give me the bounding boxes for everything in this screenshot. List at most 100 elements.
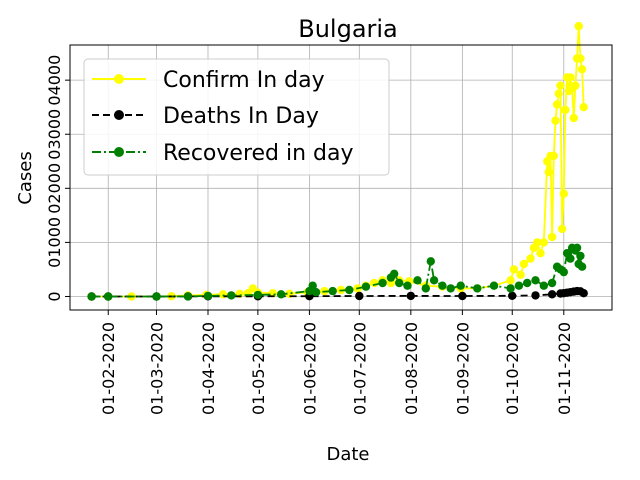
x-tick-label: 01-09-2020 (453, 322, 472, 415)
data-point-confirm-in-day (519, 259, 529, 269)
x-tick-label: 01-02-2020 (99, 322, 118, 415)
data-point-confirm-in-day (547, 232, 557, 242)
data-point-recovered-in-day (506, 284, 515, 293)
data-point-recovered-in-day (438, 281, 447, 290)
data-point-recovered-in-day (328, 286, 337, 296)
data-point-confirm-in-day (557, 224, 567, 234)
data-point-deaths-in-day (508, 291, 517, 300)
chart-title: Bulgaria (298, 15, 398, 43)
data-point-confirm-in-day (218, 290, 228, 299)
data-point-confirm-in-day (506, 276, 515, 285)
data-point-recovered-in-day (531, 276, 540, 285)
x-tick-label: 01-11-2020 (555, 322, 574, 415)
data-point-recovered-in-day (539, 281, 548, 290)
data-point-confirm-in-day (516, 270, 525, 279)
data-point-deaths-in-day (355, 291, 364, 301)
data-point-recovered-in-day (547, 278, 557, 288)
data-point-recovered-in-day (514, 281, 524, 290)
x-tick-label: 01-06-2020 (300, 322, 319, 415)
x-tick-label: 01-04-2020 (199, 322, 218, 415)
series-layer (87, 21, 588, 301)
legend-entry-confirm: Confirm In day (92, 68, 325, 93)
data-point-recovered-in-day (421, 284, 430, 293)
data-point-recovered-in-day (183, 292, 193, 301)
data-point-deaths-in-day (406, 291, 415, 301)
x-tick-label: 01-07-2020 (350, 322, 369, 415)
legend-entry-deaths: Deaths In Day (92, 104, 319, 129)
y-tick-label: 02000 (45, 163, 64, 214)
series-line-recovered-in-day (91, 245, 583, 298)
y-tick-label: 01000 (45, 217, 64, 268)
data-point-confirm-in-day (559, 189, 568, 198)
data-point-recovered-in-day (345, 285, 354, 295)
data-point-confirm-in-day (576, 54, 585, 63)
legend-box (83, 58, 390, 176)
data-point-recovered-in-day (227, 291, 236, 300)
data-point-recovered-in-day (559, 267, 568, 277)
data-point-recovered-in-day (566, 254, 575, 263)
data-point-recovered-in-day (576, 251, 585, 261)
x-axis-label: Date (326, 444, 369, 465)
data-point-confirm-in-day (551, 116, 560, 125)
data-point-confirm-in-day (579, 103, 588, 112)
data-point-confirm-in-day (539, 238, 548, 247)
data-point-confirm-in-day (561, 105, 570, 115)
data-point-deaths-in-day (458, 291, 467, 301)
data-point-confirm-in-day (544, 167, 553, 177)
data-point-recovered-in-day (203, 291, 213, 301)
x-tick-label: 01-05-2020 (249, 322, 268, 415)
y-axis-label: Cases (15, 151, 36, 204)
legend-marker-recovered (114, 147, 124, 157)
legend-entry-recovered: Recovered in day (92, 141, 354, 166)
data-point-confirm-in-day (370, 278, 379, 288)
data-point-recovered-in-day (152, 292, 161, 301)
data-point-recovered-in-day (308, 281, 317, 290)
y-tick-label: 04000 (45, 55, 64, 106)
data-point-confirm-in-day (509, 265, 519, 274)
data-point-confirm-in-day (552, 100, 562, 109)
data-point-confirm-in-day (566, 73, 575, 82)
data-point-recovered-in-day (429, 276, 439, 285)
data-point-recovered-in-day (577, 262, 587, 271)
data-point-deaths-in-day (531, 291, 540, 300)
legend-label-confirm: Confirm In day (163, 68, 325, 93)
plot-frame (69, 44, 613, 311)
data-point-recovered-in-day (104, 292, 113, 301)
data-point-recovered-in-day (446, 284, 455, 293)
y-tick-label: 03000 (45, 109, 64, 160)
data-point-deaths-in-day (579, 289, 588, 298)
legend-label-deaths: Deaths In Day (163, 104, 319, 129)
data-point-confirm-in-day (556, 81, 565, 90)
data-point-confirm-in-day (574, 21, 583, 31)
data-point-confirm-in-day (533, 238, 542, 247)
data-point-recovered-in-day (572, 243, 582, 252)
x-axis-ticks: 01-02-2020 01-03-2020 01-04-2020 01-05-2020… (99, 310, 574, 415)
data-point-deaths-in-day (547, 290, 557, 299)
y-axis-ticks: 0 01000 02000 03000 04000 (45, 55, 70, 302)
data-point-recovered-in-day (523, 278, 532, 288)
x-tick-label: 01-03-2020 (147, 322, 166, 415)
data-point-recovered-in-day (473, 284, 482, 293)
data-point-recovered-in-day (276, 290, 286, 299)
x-tick-label: 01-10-2020 (503, 322, 522, 415)
data-point-recovered-in-day (87, 292, 96, 301)
x-tick-label: 01-08-2020 (402, 322, 421, 415)
data-point-confirm-in-day (569, 113, 578, 123)
data-point-recovered-in-day (456, 281, 465, 290)
data-point-confirm-in-day (549, 151, 558, 161)
data-point-recovered-in-day (403, 281, 412, 290)
data-point-recovered-in-day (311, 288, 321, 297)
legend-marker-confirm (114, 74, 124, 84)
legend-label-recovered: Recovered in day (163, 141, 354, 166)
data-point-recovered-in-day (426, 257, 435, 266)
data-point-recovered-in-day (253, 290, 263, 300)
data-point-recovered-in-day (361, 282, 371, 291)
data-point-recovered-in-day (489, 281, 499, 290)
data-point-confirm-in-day (536, 249, 545, 258)
series-recovered-in-day (87, 243, 587, 301)
data-point-confirm-in-day (526, 254, 535, 263)
data-point-recovered-in-day (395, 278, 404, 288)
legend-marker-deaths (114, 110, 124, 120)
